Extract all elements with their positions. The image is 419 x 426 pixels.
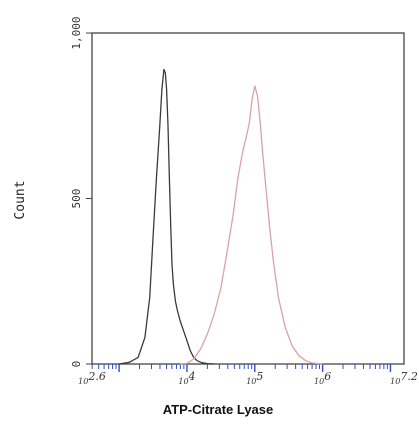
x-tick-label: 102.6 [78,370,106,386]
series-layer [118,68,323,365]
y-axis-label: Count [13,180,28,219]
y-tick-label: 0 [70,361,83,368]
series-2-curve [180,85,323,365]
y-tick-label: 1,000 [70,16,83,49]
x-tick-label: 107.2 [390,370,418,386]
x-tick-label: 104 [178,370,195,386]
x-tick-label: 106 [314,370,331,386]
plot-frame [91,32,405,365]
x-axis-ticks: 102.6 104 105 106 107.2 [78,364,418,386]
y-axis-ticks: 0 500 1,000 [70,16,92,367]
y-tick-label: 500 [70,189,83,209]
series-1-curve [118,68,215,365]
x-axis-label: ATP-Citrate Lyase [163,402,274,417]
x-tick-label: 105 [246,370,263,386]
